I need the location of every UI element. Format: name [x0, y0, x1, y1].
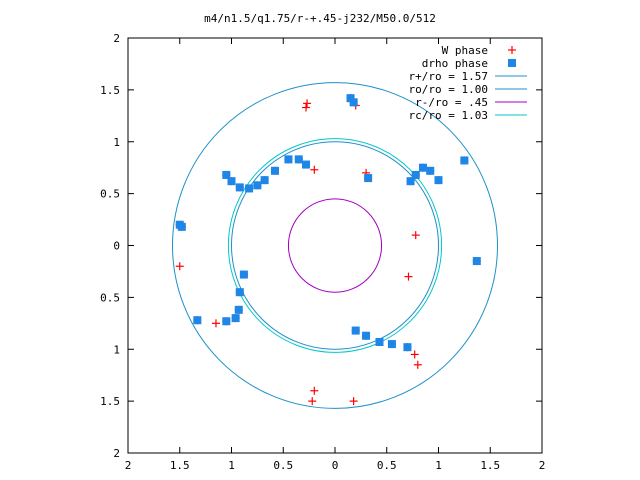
drho-phase-point — [351, 326, 360, 335]
y-tick-label: 1.5 — [100, 84, 120, 97]
drho-phase-point — [260, 176, 269, 185]
w-phase-point — [413, 360, 422, 369]
y-tick-label: 0.5 — [100, 291, 120, 304]
drho-phase-point — [231, 314, 240, 323]
legend-entry: r-/ro = .45 — [415, 96, 527, 109]
legend-entry: ro/ro = 1.00 — [409, 83, 527, 96]
drho-phase-point — [472, 257, 481, 266]
drho-phase-point — [346, 94, 355, 103]
legend-square-marker — [508, 59, 516, 67]
drho-phase-point — [426, 166, 435, 175]
y-tick-label: 2 — [113, 447, 120, 460]
legend-label: W phase — [442, 44, 488, 57]
y-tick-label: 0 — [113, 240, 120, 253]
x-tick-label: 0.5 — [273, 459, 293, 472]
w-phase-point — [310, 386, 319, 395]
drho-phase-point — [253, 181, 262, 190]
drho-phase-point — [177, 222, 186, 231]
drho-phase-point — [302, 160, 311, 169]
circle-r-ro — [172, 82, 498, 409]
w-phase-point — [211, 319, 220, 328]
w-phase-point — [411, 231, 420, 240]
drho-phase-point — [406, 177, 415, 186]
drho-phase-point — [222, 170, 231, 179]
y-tick-label: 1.5 — [100, 395, 120, 408]
drho-phase-point — [418, 163, 427, 172]
drho-phase-point — [387, 340, 396, 349]
x-tick-label: 1 — [228, 459, 235, 472]
legend-entry: drho phase — [422, 57, 516, 70]
reference-circles — [172, 82, 498, 409]
drho-phase-point — [222, 317, 231, 326]
legend-label: r+/ro = 1.57 — [409, 70, 488, 83]
drho-phase-point — [227, 177, 236, 186]
drho-phase-point — [364, 174, 373, 183]
w-phase-point — [404, 272, 413, 281]
legend-label: ro/ro = 1.00 — [409, 83, 488, 96]
w-phase-point — [175, 262, 184, 271]
legend-entry: r+/ro = 1.57 — [409, 70, 527, 83]
x-tick-label: 0 — [332, 459, 339, 472]
y-tick-label: 0.5 — [100, 188, 120, 201]
drho-phase-point — [294, 155, 303, 164]
x-tick-label: 0.5 — [377, 459, 397, 472]
w-phase-point — [308, 397, 317, 406]
drho-phase-point — [239, 270, 248, 279]
drho-phase-point — [284, 155, 293, 164]
drho-phase-point — [460, 156, 469, 165]
legend-entry: W phase — [442, 44, 516, 57]
chart-title: m4/n1.5/q1.75/r-+.45-j232/M50.0/512 — [204, 12, 436, 25]
y-tick-label: 2 — [113, 32, 120, 45]
circle-ro-ro — [231, 141, 439, 350]
drho-phase-point — [193, 316, 202, 325]
drho-phase-point — [434, 176, 443, 185]
x-tick-label: 2 — [539, 459, 546, 472]
w-phase-point — [410, 350, 419, 359]
drho-phase-point — [234, 305, 243, 314]
circle-r-ro — [287, 198, 383, 293]
drho-phase-point — [362, 331, 371, 340]
drho-phase-point — [411, 170, 420, 179]
legend-label: rc/ro = 1.03 — [409, 109, 488, 122]
data-marks — [175, 94, 481, 406]
x-tick-label: 1 — [435, 459, 442, 472]
drho-phase-point — [245, 184, 254, 193]
y-tick-label: 1 — [113, 343, 120, 356]
drho-phase-point — [235, 288, 244, 297]
w-phase-point — [303, 99, 312, 108]
x-tick-label: 1.5 — [480, 459, 500, 472]
x-tick-label: 1.5 — [170, 459, 190, 472]
x-tick-label: 2 — [125, 459, 132, 472]
circle-rc-ro — [227, 138, 443, 353]
w-phase-point — [349, 397, 358, 406]
legend-entry: rc/ro = 1.03 — [409, 109, 527, 122]
axis-ticks: 2 1.5 1 0.5 0 0.5 1 1.5 221.510.500.511.52 — [100, 32, 545, 472]
legend-label: drho phase — [422, 57, 488, 70]
y-tick-label: 1 — [113, 136, 120, 149]
drho-phase-point — [235, 183, 244, 192]
drho-phase-point — [403, 343, 412, 352]
drho-phase-point — [270, 166, 279, 175]
w-phase-point — [310, 165, 319, 174]
drho-phase-point — [375, 337, 384, 346]
drho-phase-point — [349, 98, 358, 107]
legend-label: r-/ro = .45 — [415, 96, 488, 109]
w-phase-point — [302, 103, 311, 112]
